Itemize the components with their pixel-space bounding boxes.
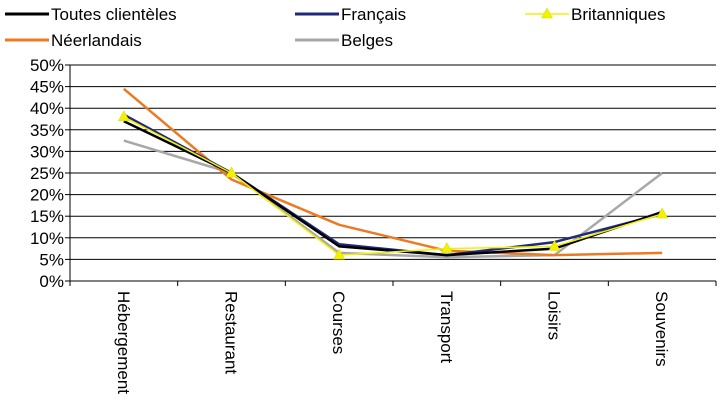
data-point-britanniques bbox=[117, 110, 130, 122]
legend-label: Belges bbox=[341, 31, 393, 50]
x-tick-label-hebergement: Hébergement bbox=[114, 291, 133, 394]
y-tick-label: 30% bbox=[30, 142, 64, 161]
series-line-britanniques bbox=[123, 116, 663, 256]
y-tick-label: 15% bbox=[30, 207, 64, 226]
y-axis-ticks: 0% 5% 10% 15% 20% 25% 30% 35% 40% 45% 50% bbox=[30, 56, 70, 291]
legend: Toutes clientèles Français Britanniques Née… bbox=[5, 5, 666, 50]
legend-item-francais: Français bbox=[295, 5, 406, 24]
data-point-britanniques bbox=[333, 248, 346, 260]
legend-item-toutes-clienteles: Toutes clientèles bbox=[5, 5, 177, 24]
legend-item-britanniques: Britanniques bbox=[525, 5, 666, 24]
x-tick-label-courses: Courses bbox=[329, 291, 348, 354]
y-tick-label: 35% bbox=[30, 121, 64, 140]
x-tick-label-loisirs: Loisirs bbox=[545, 291, 564, 340]
x-tick-label-souvenirs: Souvenirs bbox=[652, 291, 671, 367]
series-line-francais bbox=[123, 113, 663, 257]
y-tick-label: 20% bbox=[30, 186, 64, 205]
series-line-neerlandais bbox=[122, 87, 663, 257]
data-point-britanniques bbox=[440, 242, 453, 253]
y-tick-label: 25% bbox=[30, 164, 64, 183]
legend-item-belges: Belges bbox=[295, 31, 393, 50]
legend-label: Toutes clientèles bbox=[51, 5, 177, 24]
y-tick-label: 0% bbox=[39, 272, 64, 291]
y-tick-label: 40% bbox=[30, 99, 64, 118]
gridlines bbox=[70, 64, 716, 260]
series-lines bbox=[117, 87, 669, 260]
x-tick-label-transport: Transport bbox=[437, 291, 456, 363]
legend-label: Néerlandais bbox=[51, 31, 142, 50]
y-tick-label: 10% bbox=[30, 229, 64, 248]
legend-marker-icon bbox=[541, 7, 553, 19]
legend-item-neerlandais: Néerlandais bbox=[5, 31, 142, 50]
data-point-britanniques bbox=[656, 207, 669, 219]
data-point-britanniques bbox=[548, 239, 561, 251]
legend-label: Britanniques bbox=[571, 5, 666, 24]
x-axis-ticks: Hébergement Restaurant Courses Transport Loi… bbox=[69, 281, 717, 394]
y-tick-label: 45% bbox=[30, 78, 64, 97]
y-tick-label: 5% bbox=[39, 250, 64, 269]
x-tick-label-restaurant: Restaurant bbox=[222, 291, 241, 374]
y-tick-label: 50% bbox=[30, 56, 64, 75]
data-point-britanniques bbox=[225, 166, 238, 178]
legend-label: Français bbox=[341, 5, 406, 24]
